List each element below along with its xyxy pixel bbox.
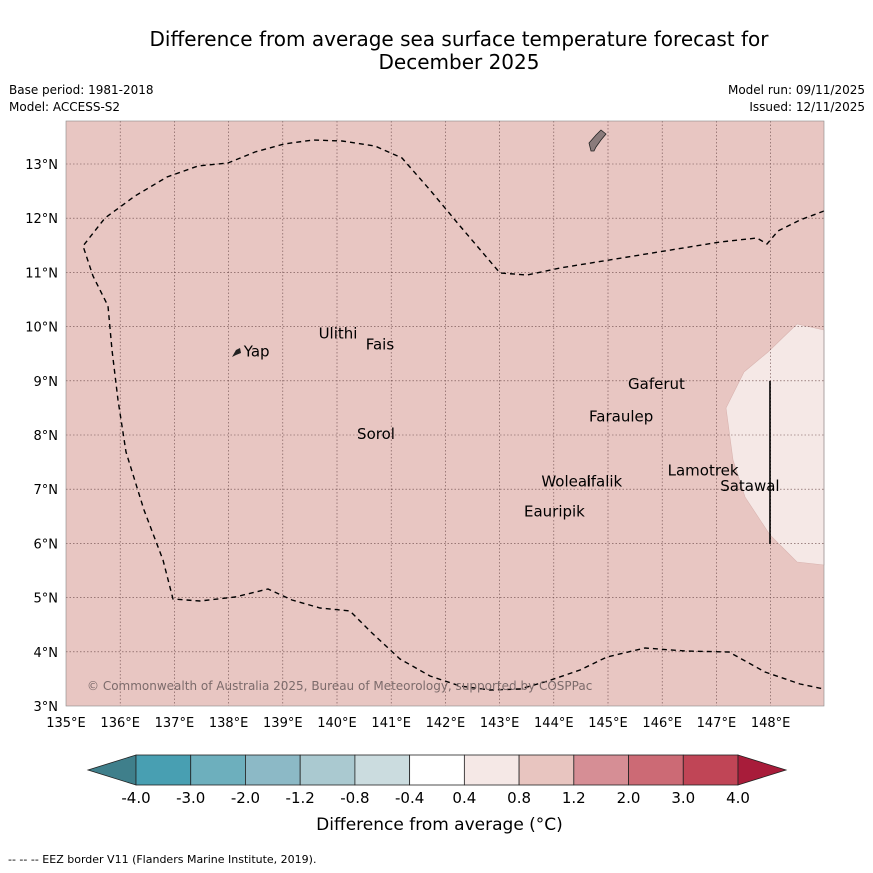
colorbar-segment xyxy=(245,754,301,786)
y-tick-label: 8°N xyxy=(34,429,59,444)
y-tick-label: 3°N xyxy=(34,700,59,715)
colorbar-segment xyxy=(409,754,465,786)
issued-date: Issued: 12/11/2025 xyxy=(749,100,865,114)
place-label-satawal: Satawal xyxy=(720,477,779,495)
colorbar-segment xyxy=(463,754,520,786)
place-label-woleai: Woleai xyxy=(541,472,591,490)
colorbar-tick-label: 0.8 xyxy=(507,789,531,807)
colorbar-segment xyxy=(682,754,739,786)
x-tick-label: 141°E xyxy=(371,716,411,731)
model-name: Model: ACCESS-S2 xyxy=(9,100,121,114)
y-tick-label: 7°N xyxy=(34,483,59,498)
colorbar-extend-low xyxy=(86,754,137,786)
place-label-yap: Yap xyxy=(243,342,270,360)
x-tick-label: 146°E xyxy=(642,716,682,731)
x-tick-label: 140°E xyxy=(317,716,357,731)
place-label-ulithi: Ulithi xyxy=(319,325,358,343)
place-label-faraulep: Faraulep xyxy=(589,407,653,425)
y-tick-label: 5°N xyxy=(34,592,59,607)
x-tick-label: 144°E xyxy=(534,716,574,731)
colorbar-segment xyxy=(299,754,356,786)
yap-island-shape xyxy=(232,348,241,357)
y-tick-label: 13°N xyxy=(25,158,58,173)
colorbar-segment xyxy=(628,754,684,786)
y-tick-label: 9°N xyxy=(34,375,59,390)
place-labels: Yap Ulithi Fais Gaferut Faraulep Sorol Lamotre… xyxy=(243,325,780,521)
colorbar: -4.0 -3.0 -2.0 -1.2 -0.8 -0.4 0.4 0.8 1.2 2.0 3.0 4… xyxy=(86,754,788,807)
x-tick-label: 135°E xyxy=(46,716,86,731)
y-tick-label: 10°N xyxy=(25,321,58,336)
colorbar-tick-label: -0.8 xyxy=(340,789,369,807)
y-tick-label: 11°N xyxy=(25,266,58,281)
colorbar-tick-label: -1.2 xyxy=(286,789,315,807)
map-frame xyxy=(65,120,825,707)
x-tick-label: 147°E xyxy=(697,716,737,731)
base-period: Base period: 1981-2018 xyxy=(9,83,154,97)
x-tick-label: 137°E xyxy=(155,716,195,731)
anomaly-area-0-4 xyxy=(725,323,825,566)
colorbar-segment xyxy=(573,754,629,786)
x-tick-label: 136°E xyxy=(100,716,140,731)
place-label-ifalik: Ifalik xyxy=(586,472,622,490)
x-tick-label: 138°E xyxy=(209,716,249,731)
x-tick-label: 142°E xyxy=(426,716,466,731)
colorbar-unit-label: Difference from average (°C) xyxy=(316,815,563,835)
colorbar-tick-label: 1.2 xyxy=(562,789,586,807)
x-tick-label: 145°E xyxy=(588,716,628,731)
colorbar-tick-label: 3.0 xyxy=(671,789,695,807)
copyright-text: © Commonwealth of Australia 2025, Bureau… xyxy=(87,679,592,693)
x-tick-label: 148°E xyxy=(751,716,791,731)
model-run: Model run: 09/11/2025 xyxy=(727,83,865,97)
map-title: Difference from average sea surface temp… xyxy=(0,28,873,74)
colorbar-tick-label: 0.4 xyxy=(452,789,476,807)
colorbar-extend-high xyxy=(737,754,788,786)
place-label-eauripik: Eauripik xyxy=(524,502,585,520)
colorbar-tick-label: -2.0 xyxy=(231,789,260,807)
colorbar-tick-label: 4.0 xyxy=(726,789,750,807)
place-label-fais: Fais xyxy=(366,335,395,353)
colorbar-tick-label: -0.4 xyxy=(395,789,424,807)
y-tick-label: 6°N xyxy=(34,537,59,552)
colorbar-segment xyxy=(135,754,192,786)
place-label-sorol: Sorol xyxy=(357,425,395,443)
title-line-2: December 2025 xyxy=(378,50,540,74)
footer-note: -- -- -- EEZ border V11 (Flanders Marine… xyxy=(8,853,317,866)
axis-ticks: 135°E 136°E 137°E 138°E 139°E 140°E 141°E 142°E… xyxy=(25,158,790,731)
place-label-gaferut: Gaferut xyxy=(628,375,685,393)
guam-island-shape xyxy=(588,129,607,152)
colorbar-tick-label: 2.0 xyxy=(617,789,641,807)
colorbar-tick-label: -4.0 xyxy=(121,789,150,807)
colorbar-segment xyxy=(518,754,575,786)
title-line-1: Difference from average sea surface temp… xyxy=(149,27,769,51)
colorbar-segment xyxy=(190,754,246,786)
x-tick-label: 143°E xyxy=(480,716,520,731)
eez-border-line xyxy=(82,139,825,691)
place-label-lamotrek: Lamotrek xyxy=(668,462,739,480)
y-tick-label: 12°N xyxy=(25,212,58,227)
x-tick-label: 139°E xyxy=(263,716,303,731)
colorbar-segment xyxy=(354,754,411,786)
graticule xyxy=(66,121,824,706)
colorbar-tick-label: -3.0 xyxy=(176,789,205,807)
y-tick-label: 4°N xyxy=(34,646,59,661)
